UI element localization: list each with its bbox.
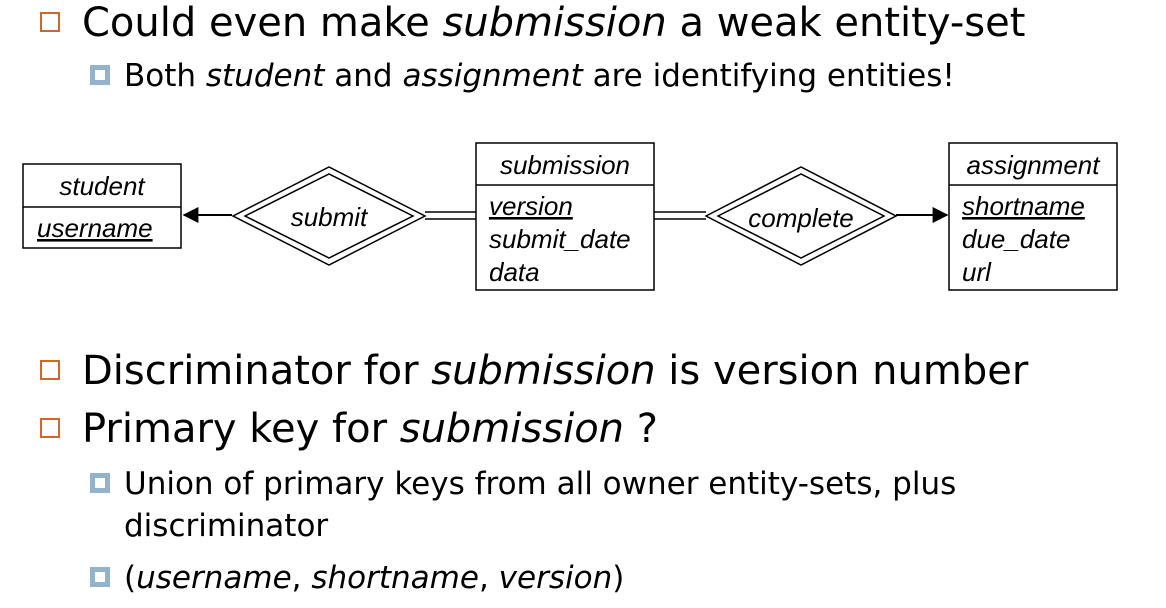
sub-bullet-identifying: Both student and assignment are identify… [90,58,955,94]
student-attr-username: username [37,213,153,243]
entity-student: student username [22,163,182,249]
entity-submission: submission version submit_date data [475,142,655,291]
relationship-complete-name: complete [748,203,854,233]
submission-attr-submit-date: submit_date [489,224,631,254]
bullet-primary-key: Primary key for submission ? [40,406,658,452]
entity-student-name: student [59,171,146,201]
bullet-weak-entity: Could even make submission a weak entity… [40,0,1025,46]
relationship-submit: submit [231,166,427,266]
submission-attr-version: version [489,191,573,221]
submission-attr-data: data [489,257,540,287]
bullet-marker-l1 [40,360,60,380]
assignment-attr-url: url [962,257,992,287]
bullet-marker-l1 [40,418,60,438]
bullet-marker-l2 [90,64,110,85]
bullet-marker-l2 [90,472,110,493]
bullet-discriminator: Discriminator for submission is version … [40,348,1028,394]
sub-bullet-key-tuple: (username, shortname, version) [90,560,624,596]
entity-assignment-name: assignment [967,150,1102,180]
relationship-submit-name: submit [291,202,369,232]
sub-bullet-union-cont: discriminator [124,508,329,544]
bullet-marker-l2 [90,566,110,587]
relationship-complete: complete [704,166,898,266]
sub-bullet-union: Union of primary keys from all owner ent… [90,466,956,502]
entity-assignment: assignment shortname due_date url [948,142,1118,291]
assignment-attr-due-date: due_date [962,224,1070,254]
bullet-marker-l1 [40,12,60,32]
assignment-attr-shortname: shortname [962,191,1085,221]
entity-submission-name: submission [500,150,630,180]
